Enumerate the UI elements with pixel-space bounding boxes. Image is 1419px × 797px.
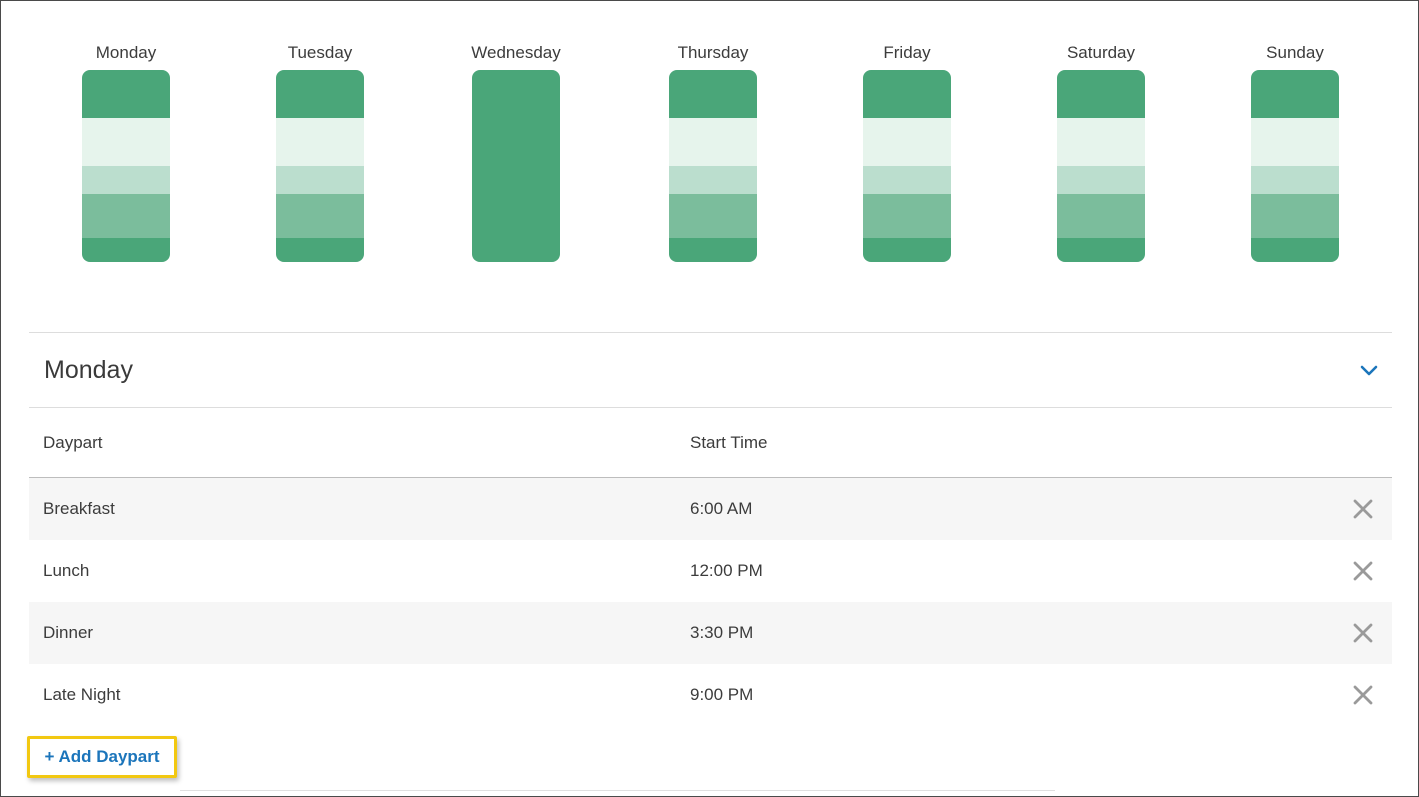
daypart-segment [1251,166,1339,194]
table-row: Late Night 9:00 PM [29,664,1392,726]
daypart-segment [863,238,951,262]
column-header-daypart: Daypart [43,432,103,452]
day-label: Thursday [677,43,749,62]
daypart-segment [82,166,170,194]
daypart-segment [1057,238,1145,262]
daypart-segment [1057,194,1145,238]
start-time: 3:30 PM [690,623,754,642]
daypart-segment [1057,118,1145,166]
daypart-segment [1251,238,1339,262]
daypart-segment [1057,166,1145,194]
daypart-segment [669,70,757,118]
table-row: Breakfast 6:00 AM [29,478,1392,540]
daypart-segment [1251,194,1339,238]
day-column-sunday[interactable]: Sunday [1235,40,1355,262]
day-column-saturday[interactable]: Saturday [1041,40,1161,262]
daypart-segment [863,194,951,238]
daypart-segment [276,118,364,166]
day-label: Tuesday [287,43,353,62]
close-icon[interactable] [1352,560,1374,582]
table-row: Lunch 12:00 PM [29,540,1392,602]
close-icon[interactable] [1352,498,1374,520]
daypart-name: Breakfast [43,499,115,518]
daypart-name: Lunch [43,561,90,580]
table-row: Dinner 3:30 PM [29,602,1392,664]
day-detail-panel: Monday Daypart Start Time Breakfast 6:00… [29,332,1392,726]
daypart-bar[interactable] [1057,70,1145,262]
day-label: Friday [883,43,931,62]
daypart-name: Late Night [43,685,121,704]
daypart-segment [472,70,560,262]
start-time: 9:00 PM [690,685,754,704]
close-icon[interactable] [1352,622,1374,644]
day-label: Sunday [1266,43,1324,62]
daypart-segment [669,166,757,194]
daypart-segment [863,118,951,166]
day-column-wednesday[interactable]: Wednesday [456,40,576,262]
table-header: Daypart Start Time [29,408,1392,478]
panel-header[interactable]: Monday [29,332,1392,408]
day-label: Wednesday [471,43,561,62]
daypart-bar[interactable] [472,70,560,262]
daypart-segment [863,166,951,194]
day-column-tuesday[interactable]: Tuesday [260,40,380,262]
close-icon[interactable] [1352,684,1374,706]
daypart-segment [669,118,757,166]
daypart-segment [276,194,364,238]
divider [180,790,1055,791]
start-time: 6:00 AM [690,499,753,518]
chevron-down-icon[interactable] [1358,359,1380,381]
daypart-segment [276,238,364,262]
column-header-start-time: Start Time [690,432,768,452]
daypart-segment [669,238,757,262]
daypart-segment [1251,70,1339,118]
daypart-name: Dinner [43,623,94,642]
daypart-segment [82,238,170,262]
daypart-bar[interactable] [1251,70,1339,262]
day-label: Monday [95,43,157,62]
daypart-bar[interactable] [276,70,364,262]
daypart-segment [276,166,364,194]
daypart-segment [1251,118,1339,166]
daypart-bar[interactable] [669,70,757,262]
day-label: Saturday [1066,43,1136,62]
daypart-segment [82,194,170,238]
daypart-segment [82,118,170,166]
start-time: 12:00 PM [690,561,763,580]
daypart-segment [669,194,757,238]
daypart-bar[interactable] [863,70,951,262]
daypart-segment [1057,70,1145,118]
week-overview: Monday Tuesday Wednesday Thursday Friday… [0,0,1419,300]
day-column-monday[interactable]: Monday [66,40,186,262]
panel-title: Monday [44,355,133,384]
day-column-friday[interactable]: Friday [847,40,967,262]
daypart-segment [276,70,364,118]
day-column-thursday[interactable]: Thursday [653,40,773,262]
daypart-segment [863,70,951,118]
daypart-segment [82,70,170,118]
daypart-bar[interactable] [82,70,170,262]
add-daypart-button[interactable]: + Add Daypart [27,736,177,778]
